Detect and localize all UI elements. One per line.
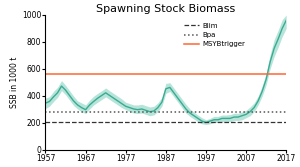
Legend: Blim, Bpa, MSYBtrigger: Blim, Bpa, MSYBtrigger xyxy=(182,20,248,50)
Title: Spawning Stock Biomass: Spawning Stock Biomass xyxy=(96,4,236,14)
Y-axis label: SSB in 1000 t: SSB in 1000 t xyxy=(10,57,19,108)
